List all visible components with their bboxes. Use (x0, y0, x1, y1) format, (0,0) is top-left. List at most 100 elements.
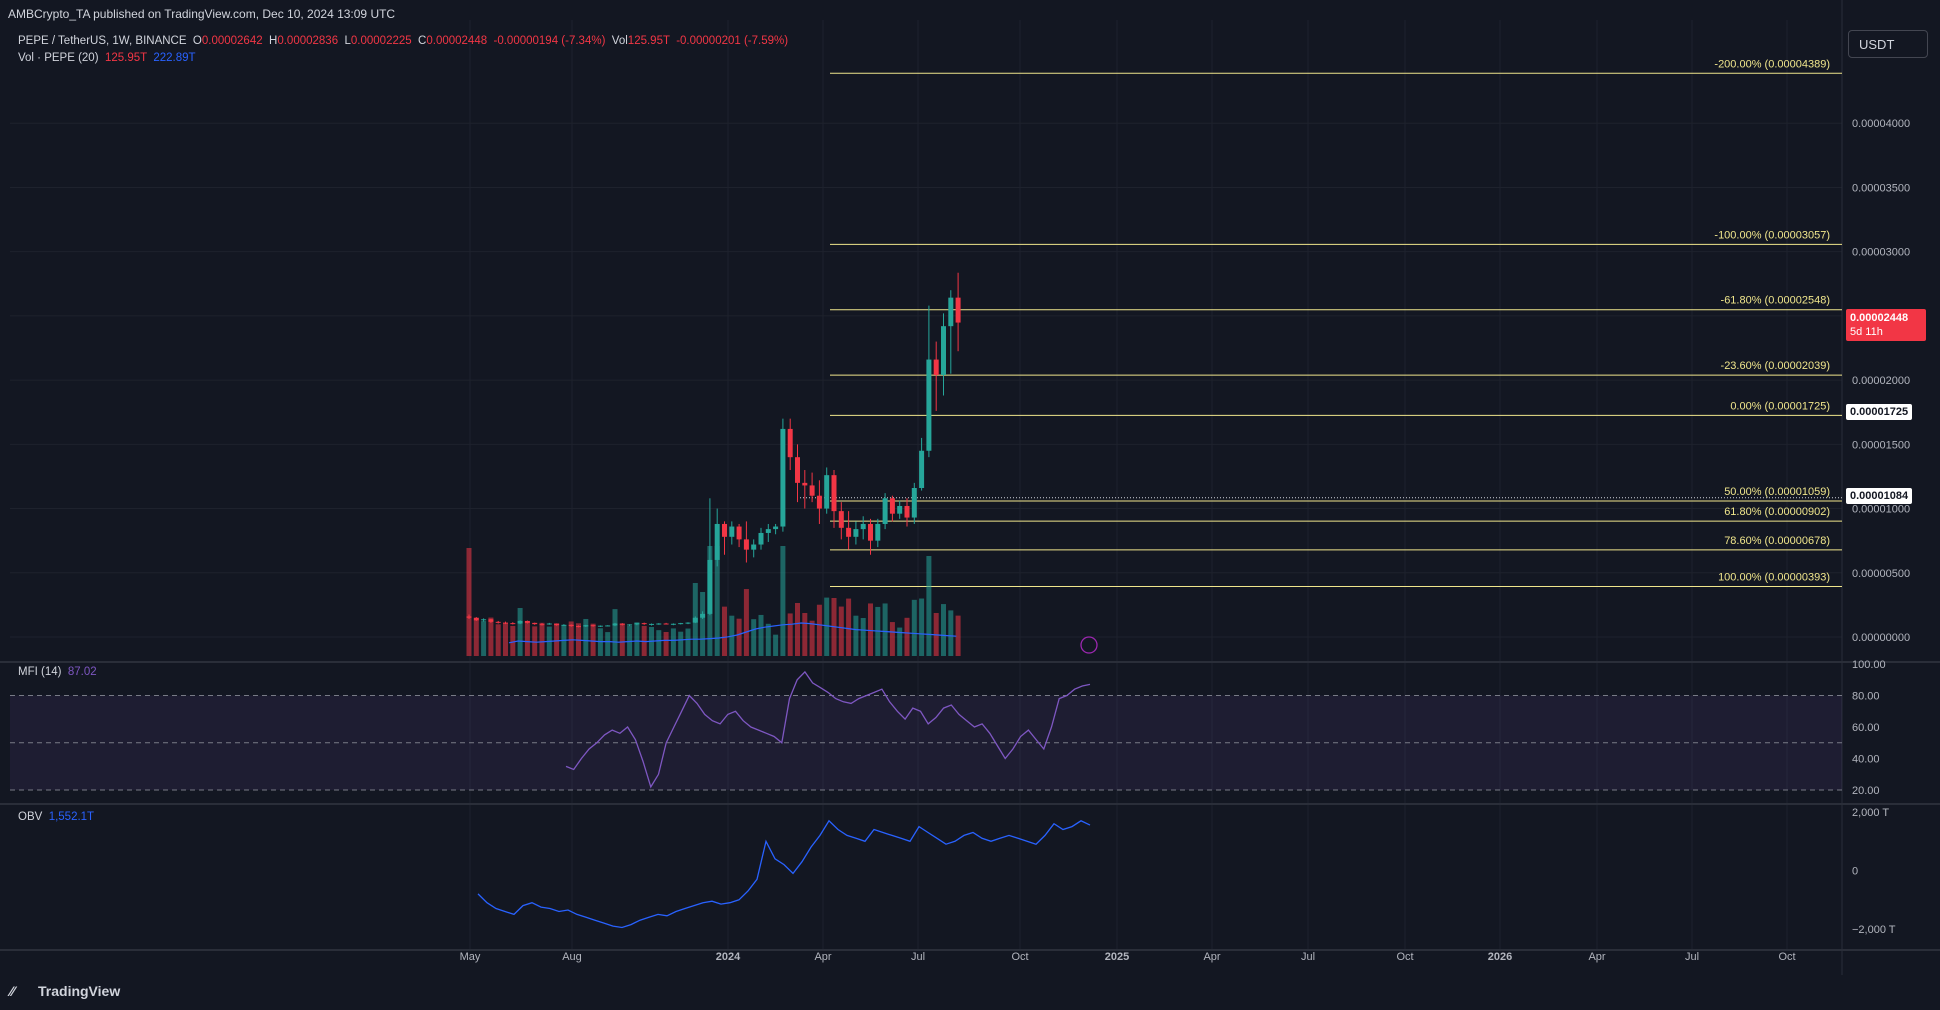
symbol-legend: PEPE / TetherUS, 1W, BINANCE O0.00002642… (18, 35, 788, 47)
candle-body (670, 623, 676, 625)
volume-bar (583, 618, 589, 656)
volume-bars (466, 546, 961, 656)
volume-bar (481, 621, 487, 656)
volume-bar (539, 622, 545, 656)
mfi-axis-label: 20.00 (1852, 785, 1880, 797)
candle-body (948, 297, 954, 327)
open-value: 0.00002642 (201, 35, 263, 47)
mfi-legend: MFI (14) 87.02 (18, 666, 97, 678)
volume-bar (824, 597, 830, 656)
candle-body (466, 616, 472, 618)
time-axis-label: Jul (1301, 951, 1315, 963)
obv-axis-label: −2,000 T (1852, 924, 1896, 936)
tradingview-brand[interactable]: ⁄⁄ TradingView (10, 983, 120, 999)
candle-body (868, 523, 873, 541)
price-axis-label: 0.00002000 (1852, 375, 1910, 387)
fib-level-label: -100.00% (0.00003057) (1714, 229, 1830, 241)
volume-bar (663, 632, 669, 656)
candle-body (911, 488, 917, 518)
candle-body (722, 523, 727, 537)
volume-bar (685, 628, 691, 656)
candle-body (889, 498, 895, 514)
volume-bar (816, 604, 822, 656)
price-level-tag-b: 0.00001084 (1846, 488, 1913, 504)
fib-level-label: 78.60% (0.00000678) (1724, 535, 1830, 547)
vol-value: 125.95T (627, 35, 670, 47)
candle-body (875, 523, 881, 541)
candle-countdown: 5d 11h (1850, 326, 1883, 338)
candle-body (532, 622, 538, 625)
volume-bar (619, 624, 625, 656)
volume-bar (524, 622, 530, 656)
candle-body (765, 529, 771, 533)
fib-level-label: 61.80% (0.00000902) (1724, 506, 1830, 518)
fib-level-label: -61.80% (0.00002548) (1721, 295, 1830, 307)
volume-bar (670, 628, 676, 656)
candle-body (700, 613, 706, 618)
candle-body (634, 623, 640, 625)
time-axis-label: Apr (1203, 951, 1220, 963)
candle-body (619, 623, 625, 625)
candle-body (517, 620, 523, 624)
candle-body (685, 622, 691, 624)
y-axis-labels: 0.000040000.000035000.000030000.00002500… (1852, 118, 1910, 936)
low-value: 0.00002225 (350, 35, 412, 47)
time-axis-label: 2024 (716, 951, 741, 963)
volume-ma-path (508, 622, 957, 644)
candle-body (473, 617, 479, 621)
candle-body (860, 523, 866, 530)
candle-body (780, 428, 786, 527)
volume-bar (926, 556, 932, 656)
candle-body (576, 626, 581, 628)
candle-body (546, 623, 552, 625)
pane-dividers (0, 0, 1940, 975)
volume-bar (846, 598, 852, 656)
tradingview-brand-text: TradingView (38, 983, 121, 999)
time-axis-label: May (460, 951, 481, 963)
volume-bar (634, 622, 640, 656)
fib-level-label: 50.00% (0.00001059) (1724, 486, 1830, 498)
volume-bar (678, 631, 684, 656)
candle-body (554, 623, 560, 626)
candle-body (481, 619, 487, 621)
candle-body (488, 619, 494, 622)
volume-bar (758, 614, 764, 656)
fib-level-label: 100.00% (0.00000393) (1718, 572, 1830, 584)
time-axis-label: Oct (1011, 951, 1028, 963)
candle-body (758, 532, 764, 545)
volume-bar (955, 615, 961, 656)
price-axis-label: 0.00000000 (1852, 632, 1910, 644)
candle-body (590, 625, 596, 627)
volume-bar (554, 624, 560, 656)
vol-label: Vol (611, 35, 628, 47)
volume-bar (466, 548, 472, 656)
obv-path (477, 819, 1091, 929)
candle-body (787, 428, 793, 458)
last-price-tag: 0.00002448 5d 11h (1846, 309, 1926, 341)
price-axis-label: 0.00003500 (1852, 182, 1910, 194)
currency-button[interactable]: USDT (1848, 30, 1928, 58)
candle-body (707, 559, 713, 614)
candle-body (743, 539, 749, 550)
grid-lines (10, 20, 1842, 950)
volume-bar (700, 592, 706, 656)
time-axis-label: Jul (911, 951, 925, 963)
volume-bar (773, 634, 779, 656)
price-axis-label: 0.00001000 (1852, 504, 1910, 516)
candle-body (605, 625, 611, 627)
candle-body (795, 457, 800, 483)
obv-legend: OBV 1,552.1T (18, 811, 94, 823)
candle-body (663, 623, 669, 625)
price-change: -0.00000194 (-7.34%) (493, 35, 606, 47)
candle-body (751, 544, 757, 550)
volume-indicator-label: Vol · PEPE (20) (18, 52, 99, 64)
price-axis-label: 0.00000500 (1852, 568, 1910, 580)
candle-body (561, 624, 567, 626)
candle-body (597, 625, 603, 627)
mfi-label: MFI (14) (18, 666, 62, 678)
volume-bar (904, 617, 910, 656)
candle-body (853, 529, 859, 537)
mfi-axis-label: 80.00 (1852, 691, 1880, 703)
candle-body (831, 475, 837, 512)
